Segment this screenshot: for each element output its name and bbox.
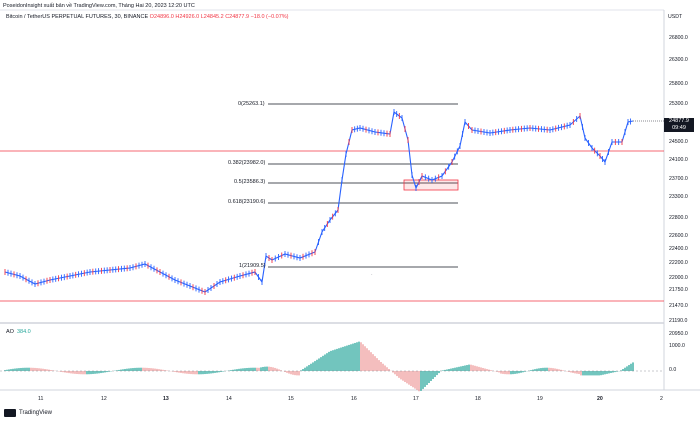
price-axis-label: 22600.0: [669, 233, 688, 239]
ao-legend[interactable]: AO 384.0: [6, 329, 31, 335]
fib-label-1: 1(21909.5): [239, 263, 266, 269]
time-label-13: 13: [163, 396, 169, 402]
price-axis-label: 22800.0: [669, 215, 688, 221]
price-axis-label: 25300.0: [669, 101, 688, 107]
fib-label-0382: 0.382(23982.0): [228, 160, 265, 166]
time-label-14: 14: [226, 396, 232, 402]
price-line: [5, 112, 633, 292]
fib-label-0: 0(25263.1): [238, 101, 265, 107]
current-price-value: 24877.9: [664, 118, 694, 125]
countdown-value: 09:49: [664, 125, 694, 132]
time-label-20: 20: [597, 396, 603, 402]
time-label-17: 17: [413, 396, 419, 402]
ao-scale-zero: 0.0: [669, 367, 676, 373]
price-axis-label: 20950.0: [669, 331, 688, 337]
price-axis-label: 21470.0: [669, 303, 688, 309]
zone-rectangle: [404, 180, 458, 190]
currency-label: USDT: [668, 14, 682, 20]
time-label-21: 2: [660, 396, 663, 402]
price-axis-label: 24100.0: [669, 157, 688, 163]
price-axis-label: 26800.0: [669, 35, 688, 41]
time-label-19: 19: [537, 396, 543, 402]
price-axis-label: 22200.0: [669, 260, 688, 266]
fib-label-05: 0.5(23586.3): [234, 179, 265, 185]
current-price-tag: 24877.9 09:49: [664, 118, 694, 132]
fib-label-0618: 0.618(23190.6): [228, 199, 265, 205]
tradingview-icon: [4, 409, 16, 417]
time-label-11: 11: [38, 396, 43, 402]
price-axis-label: 23700.0: [669, 176, 688, 182]
time-label-18: 18: [475, 396, 481, 402]
ao-name: AO: [6, 329, 14, 335]
price-axis-label: 24500.0: [669, 139, 688, 145]
price-axis-label: 25800.0: [669, 81, 688, 87]
price-axis-label: 23300.0: [669, 194, 688, 200]
brand-name: TradingView: [19, 410, 52, 416]
time-label-16: 16: [351, 396, 357, 402]
ao-value: 384.0: [17, 329, 31, 335]
price-axis-label: 22400.0: [669, 246, 688, 252]
time-label-15: 15: [288, 396, 294, 402]
price-axis-label: 22000.0: [669, 275, 688, 281]
price-axis-label: 21190.0: [669, 318, 687, 324]
cursor-marker: ·: [371, 272, 373, 278]
tradingview-logo[interactable]: TradingView: [4, 409, 52, 417]
time-label-12: 12: [101, 396, 107, 402]
price-axis-label: 26300.0: [669, 57, 688, 63]
price-chart[interactable]: ·: [0, 0, 700, 421]
ao-scale-top: 1000.0: [669, 343, 685, 349]
price-axis-label: 21750.0: [669, 287, 688, 293]
